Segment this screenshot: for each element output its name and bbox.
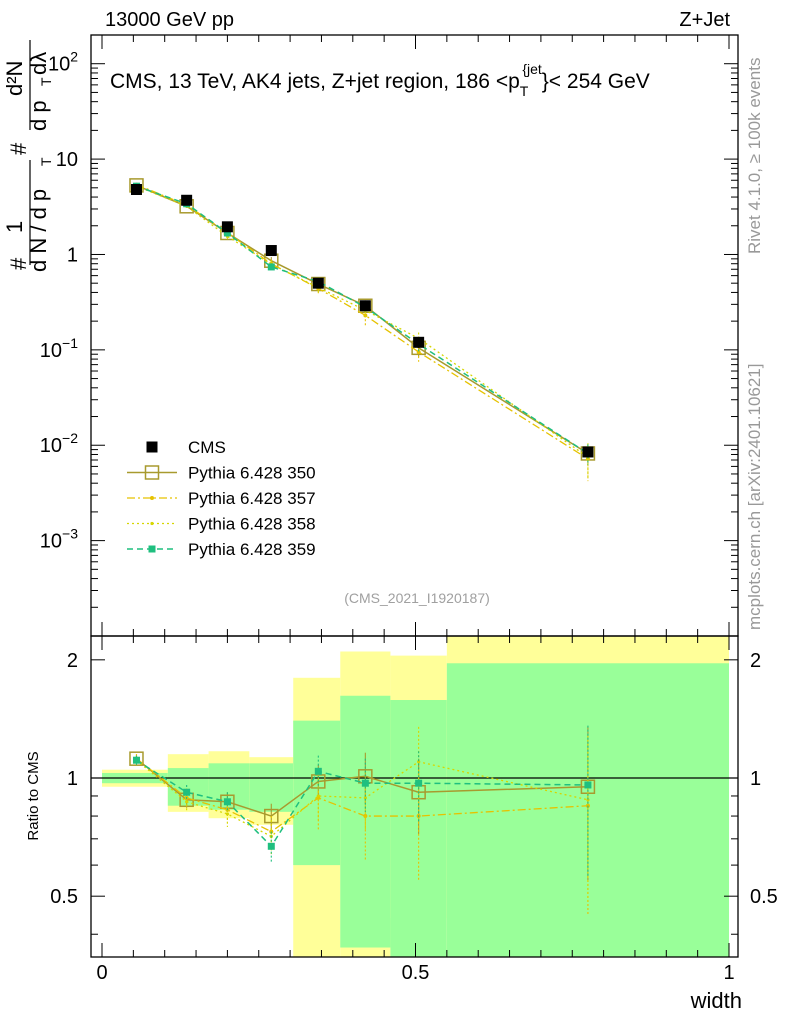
top-point-cms — [582, 446, 594, 458]
ylabel-dpT: d p — [26, 100, 51, 131]
ratio-point-pythia-6-428-359 — [361, 779, 369, 787]
title-pre: CMS, 13 TeV, AK4 jets, Z+jet region, 186… — [110, 70, 520, 93]
ratio-point-pythia-6-428-358 — [586, 798, 590, 802]
top-ytick-base: 10 — [48, 54, 70, 76]
legend-marker-pythia-6-428-350 — [144, 465, 160, 480]
ratio-point-pythia-6-428-359 — [267, 842, 275, 850]
ratio-point-pythia-6-428-350 — [264, 808, 279, 824]
ratio-point-pythia-6-428-359 — [183, 788, 191, 796]
top-point-cms — [221, 221, 233, 233]
ratio-ytick-label-left: 0.5 — [50, 886, 78, 908]
ratio-ytick-label-right: 0.5 — [750, 886, 778, 908]
ratio-point-pythia-6-428-359 — [584, 781, 592, 789]
top-line-pythia-6-428-359 — [136, 185, 589, 455]
top-line-pythia-6-428-357 — [136, 184, 589, 460]
ylabel-d2N: d²N — [2, 61, 27, 96]
title-post: }< 254 GeV — [542, 70, 650, 93]
ratio-point-pythia-6-428-358 — [316, 794, 320, 798]
top-point-cms — [130, 183, 142, 195]
legend-label-pythia-6-428-358: Pythia 6.428 358 — [188, 515, 316, 534]
legend-label-pythia-6-428-359: Pythia 6.428 359 — [188, 540, 316, 559]
top-point-cms — [265, 245, 277, 257]
ylabel-dN: d N / d p — [26, 189, 51, 272]
x-axis-label: width — [690, 988, 742, 1013]
source-label: mcplots.cern.ch [arXiv:2401.10621] — [745, 364, 764, 630]
top-ytick-base: 10 — [40, 531, 62, 553]
top-ytick-label: 10−3 — [40, 526, 78, 553]
header-left: 13000 GeV pp — [105, 9, 234, 31]
title-sub: T — [520, 83, 529, 99]
y-axis-label-top: # 1 d N / d p T # d²N d p T dλ — [2, 40, 54, 272]
title-sup: {jet — [522, 61, 542, 77]
top-plot-marks — [129, 178, 596, 482]
band-green — [293, 720, 341, 866]
ratio-ytick-label-left: 1 — [67, 768, 78, 790]
top-ytick-label: 102 — [48, 49, 78, 76]
top-ytick-label: 10 — [56, 149, 78, 171]
ratio-point-pythia-6-428-359 — [314, 767, 322, 775]
legend-label-pythia-6-428-350: Pythia 6.428 350 — [188, 464, 316, 483]
ratio-point-pythia-6-428-358 — [417, 760, 421, 764]
top-point-cms — [413, 336, 425, 348]
legend-marker-pythia-6-428-357 — [150, 496, 154, 500]
ylabel-hash-2: # — [6, 142, 31, 155]
y-axis-label-bottom: Ratio to CMS — [25, 751, 42, 840]
top-point-pythia-6-428-359 — [223, 229, 231, 237]
legend-marker-pythia-6-428-359 — [148, 545, 156, 553]
ratio-point-pythia-6-428-359 — [223, 798, 231, 806]
top-point-pythia-6-428-359 — [267, 263, 275, 271]
xtick-label: 0.5 — [402, 962, 430, 984]
xtick-label: 0 — [96, 962, 107, 984]
legend-label-cms: CMS — [188, 438, 226, 457]
ylabel-one: 1 — [2, 221, 27, 233]
ratio-point-pythia-6-428-359 — [132, 756, 140, 764]
ratio-line-pythia-6-428-357 — [136, 758, 588, 833]
top-ytick-base: 10 — [40, 435, 62, 457]
ratio-point-pythia-6-428-358 — [225, 812, 229, 816]
plot-title: CMS, 13 TeV, AK4 jets, Z+jet region, 186… — [110, 61, 650, 99]
top-ytick-exp: −2 — [62, 430, 78, 446]
analysis-id: (CMS_2021_I1920187) — [344, 590, 490, 606]
bottom-frame — [90, 635, 739, 958]
ratio-plot-marks — [129, 725, 596, 915]
legend-marker-cms — [146, 441, 158, 453]
top-line-pythia-6-428-358 — [136, 185, 589, 458]
rivet-label: Rivet 4.1.0, ≥ 100k events — [745, 58, 764, 254]
top-ytick-label: 1 — [67, 244, 78, 266]
ylabel-T2: T — [38, 77, 54, 86]
top-ytick-base: 10 — [40, 340, 62, 362]
xtick-label: 1 — [723, 962, 734, 984]
legend-marker-pythia-6-428-358 — [150, 521, 154, 526]
top-ytick-exp: 2 — [70, 49, 78, 65]
ratio-point-pythia-6-428-358 — [185, 800, 189, 804]
ylabel-hash-1: # — [6, 257, 31, 270]
top-point-pythia-6-428-357 — [416, 349, 421, 354]
ratio-ytick-label-right: 1 — [750, 768, 761, 790]
ratio-point-pythia-6-428-350 — [129, 751, 144, 766]
ylabel-T1: T — [38, 157, 54, 166]
header-right: Z+Jet — [679, 9, 730, 31]
ylabel-dl: dλ — [26, 52, 51, 75]
top-ytick-label: 10−1 — [40, 335, 78, 362]
top-point-cms — [312, 277, 324, 289]
top-point-cms — [359, 300, 371, 312]
ratio-point-pythia-6-428-358 — [363, 796, 367, 800]
top-ytick-exp: −1 — [62, 335, 78, 351]
legend: CMS Pythia 6.428 350 Pythia 6.428 357 Pythi… — [127, 438, 316, 559]
legend-label-pythia-6-428-357: Pythia 6.428 357 — [188, 489, 316, 508]
ratio-point-pythia-6-428-359 — [415, 779, 423, 787]
top-ytick-label: 10−2 — [40, 430, 78, 457]
ratio-ytick-label-left: 2 — [67, 650, 78, 672]
top-ytick-exp: −3 — [62, 526, 78, 542]
ratio-line-pythia-6-428-359 — [136, 759, 588, 848]
top-line-pythia-6-428-350 — [136, 184, 589, 455]
ratio-ytick-label-right: 2 — [750, 650, 761, 672]
top-point-cms — [181, 194, 193, 206]
